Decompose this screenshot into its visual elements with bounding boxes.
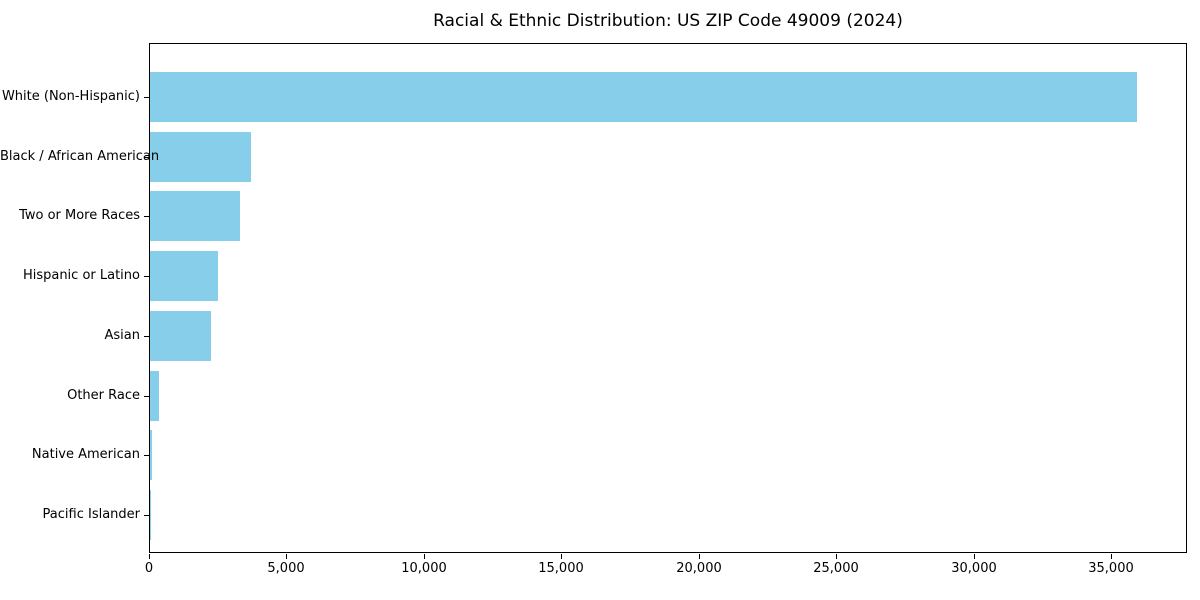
x-axis-label: 30,000: [951, 561, 997, 576]
bar-two-or-more-races: [150, 191, 240, 242]
y-tick: [144, 216, 149, 217]
y-axis-label: Other Race: [67, 387, 140, 403]
x-tick: [836, 554, 837, 559]
y-tick: [144, 515, 149, 516]
bar-hispanic-or-latino: [150, 251, 218, 302]
y-tick: [144, 97, 149, 98]
x-axis-label: 35,000: [1088, 561, 1134, 576]
y-tick: [144, 396, 149, 397]
y-axis-label: Hispanic or Latino: [22, 268, 140, 284]
y-axis-label: Two or More Races: [19, 208, 140, 224]
y-tick: [144, 276, 149, 277]
y-tick: [144, 455, 149, 456]
x-tick: [1111, 554, 1112, 559]
y-tick: [144, 157, 149, 158]
x-axis-label: 10,000: [401, 561, 447, 576]
x-axis-label: 15,000: [538, 561, 584, 576]
x-tick: [561, 554, 562, 559]
y-tick: [144, 336, 149, 337]
plot-area: [149, 43, 1187, 553]
chart-title: Racial & Ethnic Distribution: US ZIP Cod…: [433, 11, 903, 31]
bar-other-race: [150, 370, 160, 421]
y-axis-label: Pacific Islander: [42, 506, 140, 522]
y-axis-label: Native American: [31, 447, 140, 463]
x-tick: [286, 554, 287, 559]
bar-black-african-american: [150, 131, 251, 182]
x-tick: [424, 554, 425, 559]
bar-white-non-hispanic: [150, 72, 1138, 122]
bar-asian: [150, 310, 212, 361]
x-tick: [149, 554, 150, 559]
x-tick: [974, 554, 975, 559]
x-axis-label: 20,000: [676, 561, 722, 576]
x-tick: [699, 554, 700, 559]
y-axis-label: White (Non-Hispanic): [1, 89, 140, 104]
x-axis-label: 5,000: [267, 561, 305, 576]
x-axis-label: 0: [144, 561, 154, 576]
x-axis-label: 25,000: [813, 561, 859, 576]
bar-native-american: [150, 430, 152, 481]
y-axis-label: Black / African American: [0, 148, 160, 164]
y-axis-label: Asian: [104, 327, 140, 343]
